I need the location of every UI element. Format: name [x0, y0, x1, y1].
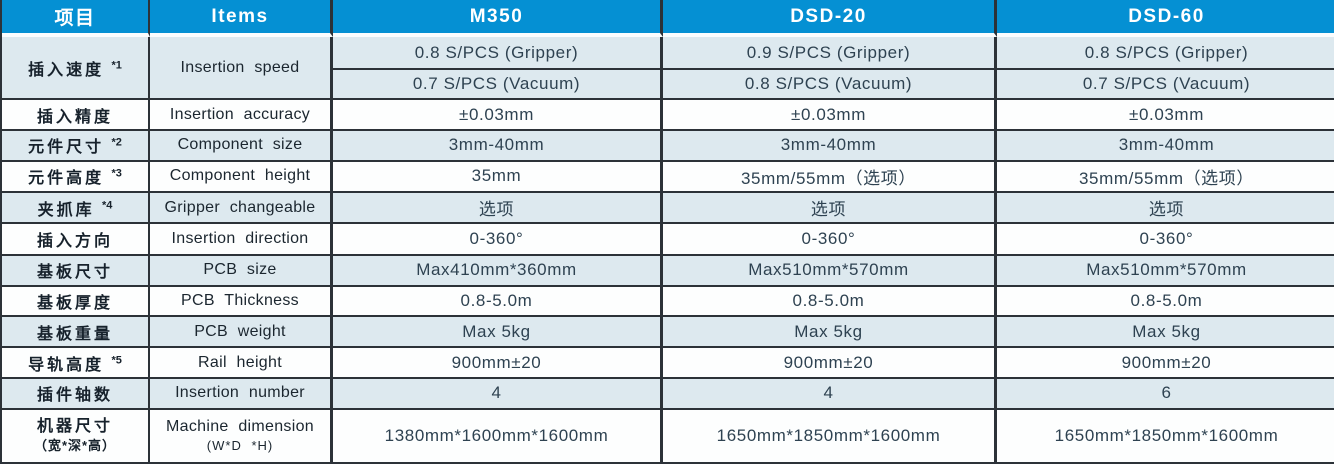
- spec-cell: 0.8-5.0m: [663, 286, 997, 317]
- spec-cell: 选项: [997, 193, 1334, 225]
- spec-cell: 0-360°: [663, 224, 997, 256]
- spec-cell: Machine dimension (W*D *H): [150, 409, 333, 462]
- row-machine-dimension: 机器尺寸 （宽*深*高） Machine dimension (W*D *H) 13…: [2, 409, 1334, 462]
- spec-cell: 4: [333, 379, 663, 410]
- row-insertion-speed-gripper: 插入速度 *1 Insertion speed 0.8 S/PCS (Gripp…: [2, 37, 1334, 101]
- spec-cell: Insertion direction: [150, 224, 333, 256]
- spec-cell: 1650mm*1850mm*1600mm: [997, 409, 1334, 462]
- row-rail-height: 导轨高度 *5 Rail height 900mm±20 900mm±20 90…: [2, 348, 1334, 380]
- spec-cell: 元件高度 *3: [2, 161, 150, 194]
- spec-cell: 选项: [333, 193, 663, 225]
- spec-cell: ±0.03mm: [997, 100, 1334, 131]
- spec-cell: 0.8-5.0m: [997, 286, 1334, 317]
- spec-cell: Insertion number: [150, 379, 333, 410]
- spec-cell: 0.8 S/PCS (Gripper): [997, 37, 1334, 71]
- spec-cell: Gripper changeable: [150, 193, 333, 225]
- spec-cell: 900mm±20: [663, 348, 997, 380]
- spec-cell: Insertion speed: [150, 37, 333, 101]
- spec-cell: 35mm/55mm（选项）: [997, 161, 1334, 194]
- spec-cell: Max 5kg: [663, 316, 997, 349]
- spec-cell: Component height: [150, 161, 333, 194]
- spec-cell: 插入速度 *1: [2, 37, 150, 101]
- spec-cell: 夹抓库 *4: [2, 193, 150, 225]
- spec-cell: 0.7 S/PCS (Vacuum): [997, 70, 1334, 101]
- row-component-height: 元件高度 *3 Component height 35mm 35mm/55mm（…: [2, 161, 1334, 194]
- spec-cell: 0.9 S/PCS (Gripper): [663, 37, 997, 71]
- row-insertion-speed-vacuum: 0.7 S/PCS (Vacuum) 0.8 S/PCS (Vacuum) 0.…: [2, 70, 1334, 101]
- spec-cell: 0.8-5.0m: [333, 286, 663, 317]
- spec-cell: 基板重量: [2, 316, 150, 349]
- spec-cell: 0.8 S/PCS (Gripper): [333, 37, 663, 71]
- row-component-size: 元件尺寸 *2 Component size 3mm-40mm 3mm-40mm…: [2, 130, 1334, 162]
- spec-cell: 3mm-40mm: [663, 130, 997, 162]
- spec-cell: 0.8 S/PCS (Vacuum): [663, 70, 997, 101]
- header-m350: M350: [333, 0, 663, 37]
- header-dsd20: DSD-20: [663, 0, 997, 37]
- spec-cell: 4: [663, 379, 997, 410]
- header-dsd60: DSD-60: [997, 0, 1334, 37]
- spec-cell: Max510mm*570mm: [663, 255, 997, 287]
- spec-cell: Max 5kg: [997, 316, 1334, 349]
- spec-cell: 0-360°: [997, 224, 1334, 256]
- spec-cell: PCB weight: [150, 316, 333, 349]
- spec-cell: 0.7 S/PCS (Vacuum): [333, 70, 663, 101]
- row-gripper-changeable: 夹抓库 *4 Gripper changeable 选项 选项 选项: [2, 193, 1334, 225]
- spec-cell: 插件轴数: [2, 379, 150, 410]
- spec-cell: Max410mm*360mm: [333, 255, 663, 287]
- spec-cell: 1650mm*1850mm*1600mm: [663, 409, 997, 462]
- spec-cell: Insertion accuracy: [150, 100, 333, 131]
- spec-cell: Max510mm*570mm: [997, 255, 1334, 287]
- row-insertion-accuracy: 插入精度 Insertion accuracy ±0.03mm ±0.03mm …: [2, 100, 1334, 131]
- spec-cell: 0-360°: [333, 224, 663, 256]
- spec-cell: 6: [997, 379, 1334, 410]
- row-pcb-thickness: 基板厚度 PCB Thickness 0.8-5.0m 0.8-5.0m 0.8…: [2, 286, 1334, 317]
- header-item-zh: 项目: [2, 0, 150, 37]
- row-insertion-number: 插件轴数 Insertion number 4 4 6: [2, 379, 1334, 410]
- spec-cell: 35mm/55mm（选项）: [663, 161, 997, 194]
- spec-cell: ±0.03mm: [333, 100, 663, 131]
- row-pcb-weight: 基板重量 PCB weight Max 5kg Max 5kg Max 5kg: [2, 316, 1334, 349]
- spec-cell: 900mm±20: [333, 348, 663, 380]
- spec-cell: 插入方向: [2, 224, 150, 256]
- spec-cell: 基板厚度: [2, 286, 150, 317]
- spec-cell: Rail height: [150, 348, 333, 380]
- spec-cell: Max 5kg: [333, 316, 663, 349]
- spec-cell: 900mm±20: [997, 348, 1334, 380]
- row-insertion-direction: 插入方向 Insertion direction 0-360° 0-360° 0…: [2, 224, 1334, 256]
- spec-cell: 基板尺寸: [2, 255, 150, 287]
- spec-cell: 3mm-40mm: [333, 130, 663, 162]
- spec-cell: 元件尺寸 *2: [2, 130, 150, 162]
- spec-cell: ±0.03mm: [663, 100, 997, 131]
- spec-cell: 35mm: [333, 161, 663, 194]
- spec-cell: 导轨高度 *5: [2, 348, 150, 380]
- spec-cell: PCB size: [150, 255, 333, 287]
- header-row: 项目 Items M350 DSD-20 DSD-60: [2, 0, 1334, 37]
- spec-cell: 选项: [663, 193, 997, 225]
- spec-cell: 3mm-40mm: [997, 130, 1334, 162]
- spec-cell: Component size: [150, 130, 333, 162]
- spec-cell: PCB Thickness: [150, 286, 333, 317]
- spec-cell: 机器尺寸 （宽*深*高）: [2, 409, 150, 462]
- spec-cell: 插入精度: [2, 100, 150, 131]
- spec-cell: 1380mm*1600mm*1600mm: [333, 409, 663, 462]
- header-items: Items: [150, 0, 333, 37]
- row-pcb-size: 基板尺寸 PCB size Max410mm*360mm Max510mm*57…: [2, 255, 1334, 287]
